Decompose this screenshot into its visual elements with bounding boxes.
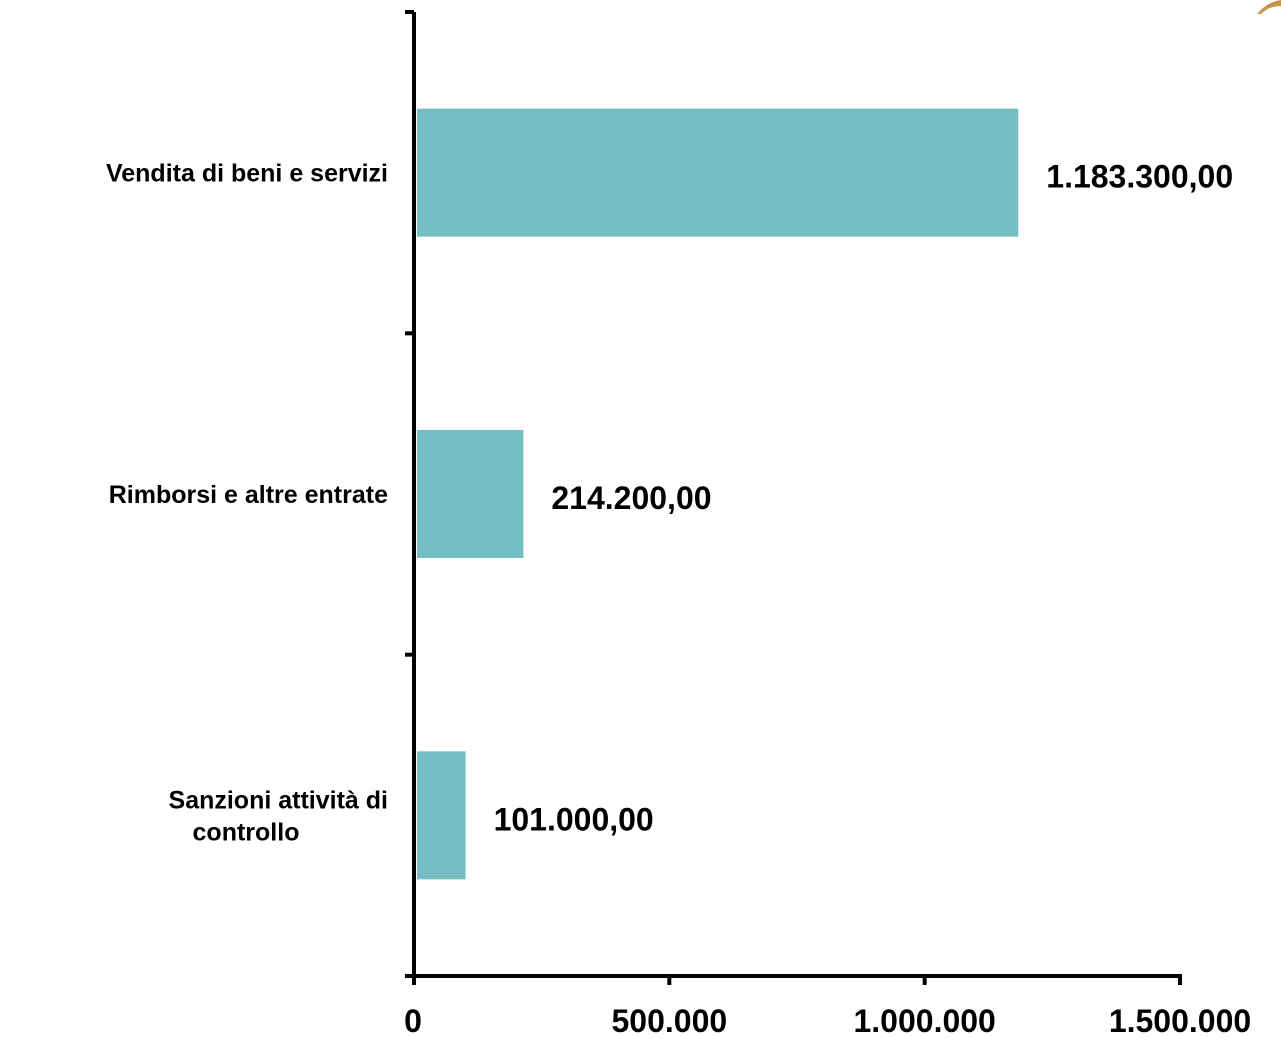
category-label-line: Rimborsi e altre entrate xyxy=(109,481,388,509)
x-tick-label: 500.000 xyxy=(611,1003,727,1038)
bar xyxy=(417,108,1019,237)
bar xyxy=(417,430,524,558)
value-label: 214.200,00 xyxy=(551,480,711,516)
category-label-line: Vendita di beni e servizi xyxy=(106,160,388,188)
category-label-line: Sanzioni attività di xyxy=(169,786,388,814)
x-tick-label: 0 xyxy=(404,1003,422,1038)
bar xyxy=(417,751,466,880)
category-label: Rimborsi e altre entrate xyxy=(109,481,388,509)
x-tick-label: 1.500.000 xyxy=(1109,1003,1251,1038)
category-label: Vendita di beni e servizi xyxy=(106,160,388,188)
corner-decoration-icon xyxy=(1257,0,1281,14)
category-label: Sanzioni attività di controllo xyxy=(169,786,388,846)
value-label: 1.183.300,00 xyxy=(1046,159,1233,195)
x-tick-label: 1.000.000 xyxy=(853,1003,995,1038)
value-label: 101.000,00 xyxy=(494,801,654,837)
category-label-line: controllo xyxy=(193,818,300,846)
